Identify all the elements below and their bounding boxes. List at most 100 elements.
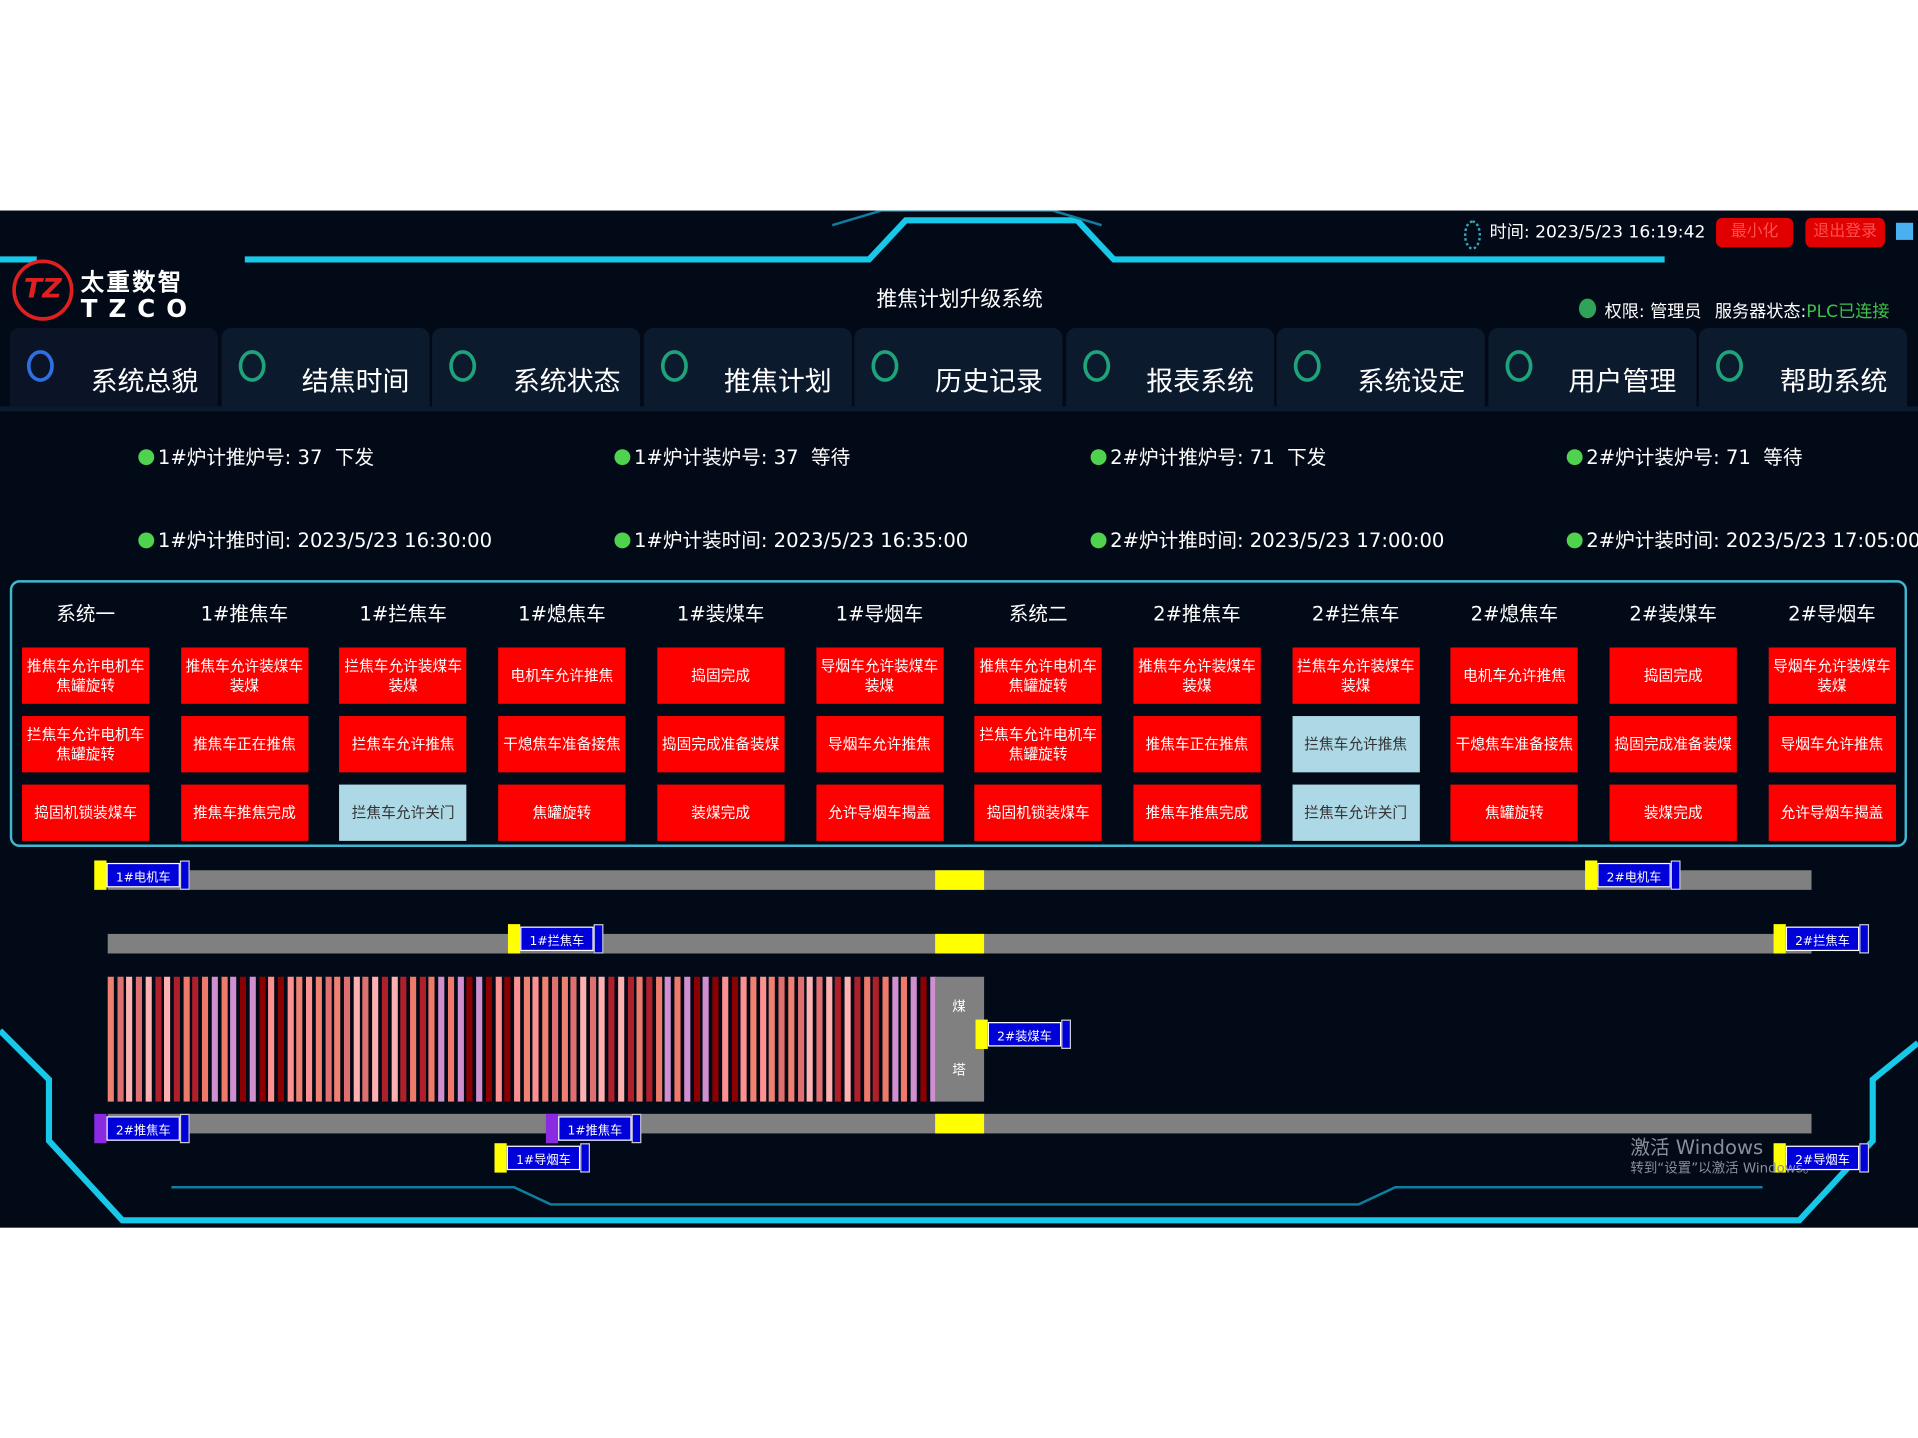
oven: [740, 976, 747, 1102]
oven: [419, 976, 426, 1102]
nav-tab[interactable]: 报表系统: [1065, 328, 1274, 407]
nav-tab[interactable]: 历史记录: [854, 328, 1063, 407]
oven: [806, 976, 814, 1102]
server-status: 服务器状态:PLC已连接: [1715, 299, 1890, 323]
oven: [532, 976, 540, 1102]
oven: [665, 976, 672, 1102]
status-cell: 捣固完成: [1609, 647, 1737, 704]
column-header: 系统二: [1008, 602, 1068, 626]
oven: [778, 976, 785, 1102]
oven: [703, 976, 710, 1102]
vehicle-label: 2#拦焦车: [1785, 926, 1860, 952]
nav-tab[interactable]: 帮助系统: [1698, 328, 1907, 407]
watermark-title: 激活 Windows: [1630, 1135, 1764, 1160]
plan-text: 2#炉计推时间: 2023/5/23 17:00:00: [1110, 528, 1445, 553]
oven: [627, 976, 634, 1102]
oven: [447, 976, 454, 1102]
plan-text: 1#炉计推炉号: 37 下发: [157, 445, 375, 469]
tab-icon: [238, 350, 265, 382]
column-header: 1#导烟车: [835, 602, 924, 626]
home-button[interactable]: [1895, 222, 1914, 240]
oven: [759, 976, 766, 1102]
nav-tab[interactable]: 系统设定: [1276, 328, 1485, 407]
oven: [239, 976, 247, 1102]
oven: [835, 976, 842, 1102]
nav-tab[interactable]: 结焦时间: [220, 328, 430, 407]
rail-marker: [935, 933, 985, 954]
system-title: 推焦计划升级系统: [876, 287, 1043, 313]
server-label: 服务器状态:: [1714, 302, 1807, 322]
status-cell: 推焦车允许装煤车装煤: [1133, 647, 1261, 704]
oven: [854, 976, 861, 1102]
status-cell: 干熄焦车准备接焦: [1450, 716, 1579, 773]
oven: [542, 976, 549, 1102]
tab-icon: [871, 350, 899, 382]
oven: [192, 976, 199, 1102]
vehicle-tail: [1061, 1019, 1071, 1049]
oven: [551, 976, 558, 1102]
nav-tab[interactable]: 系统总貌: [9, 328, 218, 407]
plan-item: 1#炉计装时间: 2023/5/23 16:35:00: [614, 524, 968, 553]
vehicle-end: [94, 860, 107, 890]
status-cell: 电机车允许推焦: [1450, 647, 1579, 704]
nav-tab[interactable]: 系统状态: [432, 328, 641, 407]
oven: [277, 976, 284, 1102]
vehicle-label: 1#电机车: [106, 862, 180, 888]
logout-button[interactable]: 退出登录: [1805, 217, 1885, 248]
oven: [589, 976, 596, 1102]
bottom-frame: [0, 1028, 1918, 1224]
column-header: 1#拦焦车: [359, 602, 447, 626]
oven: [797, 976, 804, 1102]
oven: [580, 976, 587, 1102]
oven: [495, 976, 502, 1102]
vehicle-end: [1773, 1143, 1786, 1173]
oven: [750, 976, 757, 1102]
tab-label: 推焦计划: [723, 367, 832, 398]
status-cell: 捣固完成准备装煤: [1609, 716, 1737, 773]
oven: [891, 976, 899, 1102]
status-dot: [614, 532, 631, 549]
status-cell: 允许导烟车揭盖: [1768, 784, 1896, 841]
oven: [372, 976, 379, 1102]
frame-decoration: [0, 210, 1918, 1224]
oven: [788, 976, 795, 1102]
vehicle-label: 1#拦焦车: [520, 926, 594, 952]
status-cell: 焦罐旋转: [1450, 784, 1579, 841]
vehicle-end: [545, 1113, 559, 1144]
tab-label: 系统状态: [512, 367, 621, 398]
tab-icon: [1293, 350, 1321, 382]
status-cell: 拦焦车允许推焦: [1292, 716, 1420, 773]
oven: [211, 976, 218, 1102]
status-dot: [1566, 532, 1583, 549]
status-cell: 推焦车推焦完成: [180, 784, 309, 841]
oven: [249, 976, 256, 1102]
oven: [693, 976, 700, 1102]
tower-label: 煤: [952, 998, 966, 1015]
tab-icon: [449, 350, 477, 382]
status-cell: 焦罐旋转: [498, 784, 626, 841]
vehicle-label: 1#推焦车: [558, 1116, 632, 1141]
oven: [929, 976, 936, 1102]
vehicle-label: 2#电机车: [1597, 862, 1671, 888]
status-cell: 导烟车允许推焦: [815, 716, 944, 773]
status-cell: 推焦车正在推焦: [180, 716, 309, 773]
rail-marker: [935, 870, 985, 890]
oven: [466, 976, 473, 1102]
logo-mark: TZ: [12, 259, 74, 321]
oven: [674, 976, 681, 1102]
nav-tab[interactable]: 用户管理: [1487, 328, 1696, 407]
tab-label: 报表系统: [1146, 367, 1255, 398]
minimize-button[interactable]: 最小化: [1716, 217, 1794, 248]
oven: [485, 976, 492, 1102]
oven: [325, 976, 332, 1102]
vehicle-tail: [1859, 1143, 1870, 1173]
status-cell: 装煤完成: [1609, 784, 1737, 841]
column-header: 2#熄焦车: [1470, 602, 1559, 626]
plan-text: 1#炉计装时间: 2023/5/23 16:35:00: [634, 528, 969, 553]
oven: [353, 976, 360, 1102]
status-cell: 推焦车允许装煤车装煤: [180, 647, 309, 704]
plan-item: 1#炉计推炉号: 37 下发: [138, 441, 374, 470]
oven: [608, 976, 615, 1102]
nav-tab[interactable]: 推焦计划: [643, 328, 852, 407]
oven: [523, 976, 530, 1102]
